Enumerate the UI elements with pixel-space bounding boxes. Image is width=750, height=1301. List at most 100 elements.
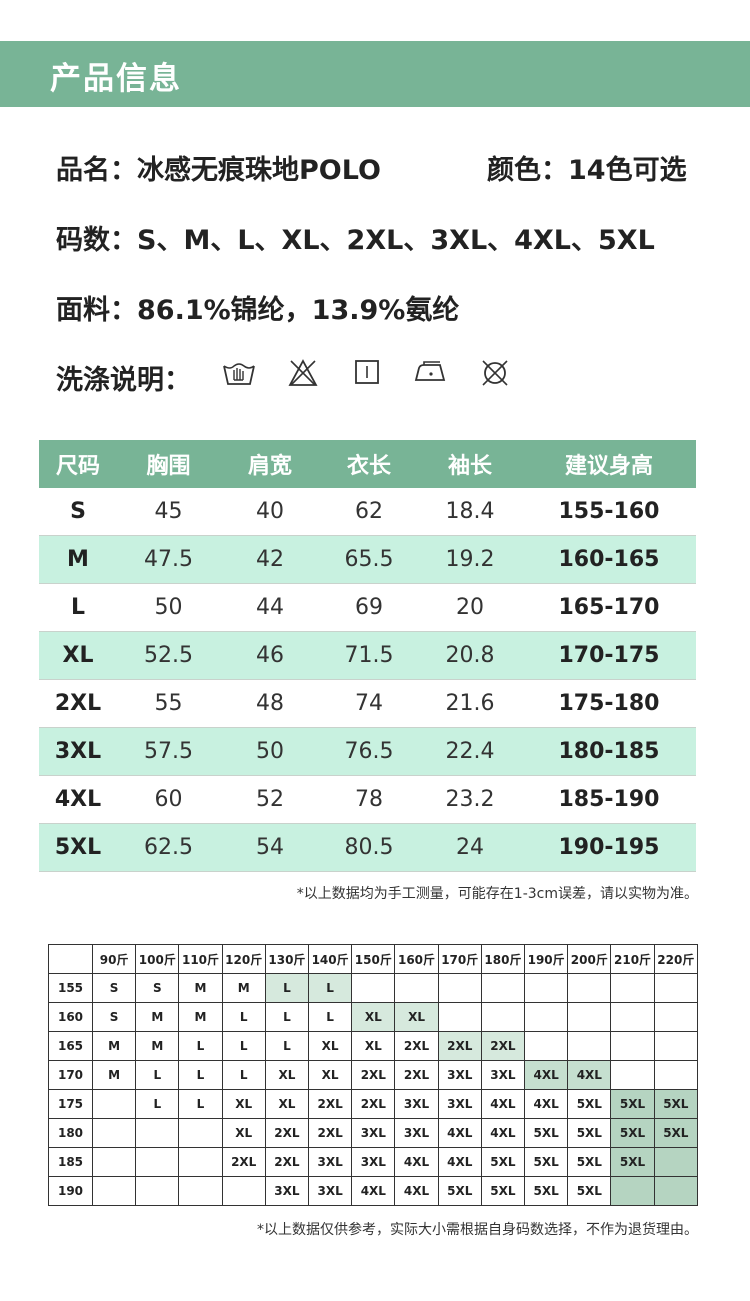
size-recommendation-cell: 5XL [567,1176,612,1206]
size-recommendation-cell: 3XL [437,1089,482,1119]
size-recommendation-cell [653,1060,699,1090]
weight-header-cell: 220斤 [653,944,699,974]
size-recommendation-cell: 5XL [653,1089,699,1119]
size-recommendation-cell: 4XL [351,1176,396,1206]
chest-cell: 45 [117,488,220,536]
size-recommendation-cell: M [91,1060,137,1090]
grid-row: 190 3XL 3XL 4XL 4XL 5XL 5XL 5XL 5XL [48,1176,699,1206]
height-cell: 175-180 [522,679,696,728]
size-recommendation-cell [91,1118,137,1148]
weight-header-cell: 170斤 [437,944,482,974]
size-recommendation-cell [653,1176,699,1206]
weight-header-cell: 130斤 [264,944,310,974]
size-recommendation-cell [178,1176,223,1206]
shoulder-cell: 40 [220,488,320,536]
shoulder-cell: 54 [220,823,320,872]
length-cell: 74 [320,679,418,728]
size-recommendation-cell [91,1089,137,1119]
size-recommendation-cell: 5XL [480,1147,526,1177]
shoulder-cell: 42 [220,535,320,584]
size-recommendation-cell: 4XL [437,1118,482,1148]
height-cell: 185-190 [522,775,696,824]
size-recommendation-cell [567,973,612,1003]
size-recommendation-cell [91,1147,137,1177]
size-recommendation-cell [653,973,699,1003]
height-cell: 190-195 [522,823,696,872]
size-recommendation-cell: L [178,1060,223,1090]
table-row: XL 52.5 46 71.5 20.8 170-175 [39,631,696,680]
size-recommendation-cell: 2XL [351,1060,396,1090]
size-recommendation-cell: L [308,1002,353,1032]
size-recommendation-cell: 5XL [524,1118,569,1148]
grid-row: 160 S M M L L L XL XL [48,1002,699,1032]
size-recommendation-cell: 5XL [610,1089,655,1119]
size-recommendation-cell: 3XL [308,1147,353,1177]
header-size: 尺码 [39,440,117,488]
size-recommendation-cell: XL [351,1031,396,1061]
size-recommendation-cell: 5XL [567,1147,612,1177]
table-row: M 47.5 42 65.5 19.2 160-165 [39,535,696,584]
size-recommendation-cell: 4XL [524,1089,569,1119]
size-recommendation-cell: 5XL [524,1176,569,1206]
size-recommendation-cell: L [308,973,353,1003]
chest-cell: 50 [117,583,220,632]
height-cell: 165-170 [522,583,696,632]
size-recommendation-cell: M [221,973,266,1003]
sleeve-cell: 18.4 [418,488,522,536]
size-recommendation-cell: 2XL [394,1060,439,1090]
length-cell: 76.5 [320,727,418,776]
table-row: S 45 40 62 18.4 155-160 [39,488,696,536]
height-label-cell: 175 [48,1089,93,1119]
size-recommendation-cell: L [264,973,310,1003]
size-recommendation-cell [524,1002,569,1032]
size-cell: S [39,488,117,536]
table-row: 2XL 55 48 74 21.6 175-180 [39,679,696,728]
size-recommendation-cell: S [91,973,137,1003]
height-label-cell: 165 [48,1031,93,1061]
size-cell: 5XL [39,823,117,872]
size-recommendation-cell [351,973,396,1003]
header-sleeve: 袖长 [418,440,522,488]
product-name: 品名：冰感无痕珠地POLO [56,155,381,186]
size-recommendation-cell: XL [221,1089,266,1119]
size-recommendation-cell [524,973,569,1003]
size-recommendation-cell: 5XL [567,1118,612,1148]
size-recommendation-cell: 2XL [394,1031,439,1061]
no-bleach-icon [288,359,318,386]
size-cell: L [39,583,117,632]
height-cell: 180-185 [522,727,696,776]
chest-cell: 47.5 [117,535,220,584]
size-recommendation-cell [653,1002,699,1032]
section-title: 产品信息 [50,61,182,97]
height-label-cell: 190 [48,1176,93,1206]
size-cell: M [39,535,117,584]
size-recommendation-cell [653,1031,699,1061]
size-recommendation-cell: 3XL [308,1176,353,1206]
weight-header-cell: 160斤 [394,944,439,974]
table-row: 3XL 57.5 50 76.5 22.4 180-185 [39,727,696,776]
header-shoulder: 肩宽 [220,440,320,488]
size-recommendation-cell [135,1176,180,1206]
grid-row: 180 XL 2XL 2XL 3XL 3XL 4XL 4XL 5XL 5XL 5XL 5XL [48,1118,699,1148]
size-recommendation-cell [610,1176,655,1206]
height-label-cell: 155 [48,973,93,1003]
grid-row: 170 M L L L XL XL 2XL 2XL 3XL 3XL 4XL 4XL [48,1060,699,1090]
size-recommendation-cell [480,1002,526,1032]
height-label-cell: 185 [48,1147,93,1177]
size-recommendation-cell: 5XL [437,1176,482,1206]
size-recommendation-cell: XL [308,1031,353,1061]
grid-row: 185 2XL 2XL 3XL 3XL 4XL 4XL 5XL 5XL 5XL 5XL [48,1147,699,1177]
size-recommendation-cell: M [135,1002,180,1032]
sleeve-cell: 20 [418,583,522,632]
height-label-cell: 180 [48,1118,93,1148]
header-length: 衣长 [320,440,418,488]
size-recommendation-cell: XL [221,1118,266,1148]
shoulder-cell: 48 [220,679,320,728]
size-recommendation-cell: 3XL [394,1118,439,1148]
size-recommendation-cell: 4XL [480,1118,526,1148]
weight-header-cell: 90斤 [91,944,137,974]
size-recommendation-cell: 5XL [480,1176,526,1206]
size-recommendation-cell: 4XL [480,1089,526,1119]
weight-header-cell: 200斤 [567,944,612,974]
size-recommendation-cell: 5XL [567,1089,612,1119]
